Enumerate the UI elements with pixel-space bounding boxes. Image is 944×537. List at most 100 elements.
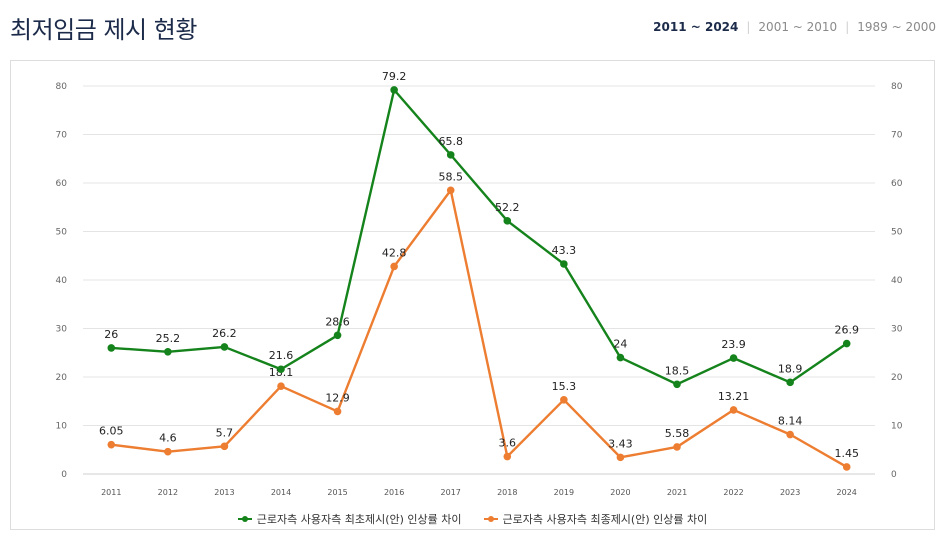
- data-point: [164, 447, 172, 456]
- data-label: 65.8: [438, 135, 463, 148]
- data-label: 3.43: [608, 437, 633, 450]
- tab-separator: |: [746, 20, 751, 34]
- x-tick-label: 2013: [214, 488, 234, 497]
- x-tick-label: 2017: [441, 488, 461, 497]
- data-label: 25.2: [156, 332, 181, 345]
- y-tick-label-right: 50: [891, 228, 903, 238]
- x-tick-label: 2014: [271, 488, 291, 497]
- legend-item-final-gap[interactable]: 근로자측 사용자측 최종제시(안) 인상률 차이: [483, 511, 708, 527]
- data-point: [503, 217, 512, 225]
- y-tick-label-left: 40: [56, 276, 68, 286]
- data-point: [220, 442, 229, 451]
- data-label: 1.45: [834, 447, 859, 460]
- period-tabs: 2011 ~ 2024 | 2001 ~ 2010 | 1989 ~ 2000: [653, 20, 936, 34]
- x-tick-label: 2024: [837, 488, 857, 497]
- tab-2001-2010[interactable]: 2001 ~ 2010: [758, 20, 838, 34]
- data-label: 79.2: [382, 70, 407, 83]
- x-tick-label: 2019: [554, 488, 574, 497]
- series-line-0: [111, 88, 848, 386]
- data-point: [107, 440, 116, 449]
- data-point: [616, 353, 625, 362]
- x-tick-label: 2018: [497, 488, 517, 497]
- page-title: 최저임금 제시 현황: [10, 16, 197, 44]
- data-point: [390, 86, 398, 94]
- data-point: [729, 354, 738, 362]
- data-point: [560, 395, 568, 404]
- data-label: 12.9: [325, 391, 350, 404]
- y-tick-label-left: 60: [56, 179, 68, 189]
- data-point: [842, 339, 851, 348]
- tab-separator: |: [845, 20, 850, 34]
- legend-label-final-gap: 근로자측 사용자측 최종제시(안) 인상률 차이: [502, 513, 708, 526]
- x-tick-label: 2023: [780, 488, 800, 497]
- data-label: 18.5: [665, 364, 690, 377]
- data-point: [503, 452, 512, 461]
- data-label: 26.2: [212, 327, 237, 340]
- data-label: 5.58: [665, 427, 690, 440]
- x-tick-label: 2011: [101, 488, 121, 497]
- data-label: 8.14: [778, 415, 803, 428]
- y-tick-label-right: 20: [891, 373, 903, 383]
- data-point: [164, 347, 172, 356]
- data-point: [560, 260, 568, 268]
- data-point: [729, 406, 738, 414]
- y-tick-label-right: 70: [891, 131, 903, 141]
- data-label: 15.3: [552, 380, 577, 393]
- data-point: [616, 453, 625, 462]
- data-label: 18.9: [778, 362, 803, 375]
- data-label: 21.6: [269, 349, 294, 362]
- chart-legend: 근로자측 사용자측 최초제시(안) 인상률 차이 근로자측 사용자측 최종제시(…: [11, 511, 934, 527]
- series-line-1: [111, 189, 848, 469]
- data-label: 23.9: [721, 338, 746, 351]
- legend-swatch-green: [237, 516, 252, 522]
- y-tick-label-left: 80: [56, 82, 68, 92]
- data-point: [390, 262, 398, 271]
- y-tick-label-right: 40: [891, 276, 903, 286]
- data-label: 58.5: [438, 170, 463, 183]
- x-tick-label: 2016: [384, 488, 404, 497]
- data-point: [446, 186, 455, 195]
- y-tick-label-left: 20: [56, 373, 68, 383]
- y-tick-label-right: 60: [891, 179, 903, 189]
- data-label: 13.21: [718, 390, 750, 403]
- data-point: [277, 365, 285, 374]
- y-tick-label-left: 30: [56, 325, 68, 335]
- y-tick-label-left: 70: [56, 131, 68, 141]
- y-tick-label-left: 10: [56, 422, 68, 432]
- x-tick-label: 2021: [667, 488, 687, 497]
- y-tick-label-right: 0: [891, 470, 897, 480]
- x-tick-label: 2015: [327, 488, 347, 497]
- data-label: 28.6: [325, 315, 350, 328]
- data-label: 26: [104, 328, 118, 341]
- data-label: 4.6: [159, 432, 177, 445]
- data-label: 3.6: [499, 437, 517, 450]
- data-label: 5.7: [216, 426, 234, 439]
- data-point: [277, 382, 285, 391]
- data-point: [446, 151, 455, 159]
- legend-item-initial-gap[interactable]: 근로자측 사용자측 최초제시(안) 인상률 차이: [237, 511, 462, 527]
- x-tick-label: 2022: [723, 488, 743, 497]
- y-tick-label-left: 50: [56, 228, 68, 238]
- legend-label-initial-gap: 근로자측 사용자측 최초제시(안) 인상률 차이: [256, 513, 462, 526]
- data-point: [842, 463, 851, 471]
- data-point: [220, 343, 229, 351]
- x-tick-label: 2020: [610, 488, 630, 497]
- chart-panel: 0 0 10 10 20 20 30 30 40 40 50 50 60 60 70 70 80 80 2011 20…: [10, 60, 935, 530]
- data-label: 26.9: [834, 324, 859, 337]
- x-tick-label: 2012: [158, 488, 178, 497]
- data-point: [673, 443, 681, 451]
- data-label: 42.8: [382, 246, 407, 259]
- data-point: [786, 378, 794, 387]
- y-tick-label-left: 0: [61, 470, 67, 480]
- data-label: 43.3: [552, 244, 577, 257]
- tab-1989-2000[interactable]: 1989 ~ 2000: [857, 20, 936, 34]
- data-point: [107, 344, 116, 352]
- data-label: 52.2: [495, 201, 520, 214]
- tab-2011-2024[interactable]: 2011 ~ 2024: [653, 20, 739, 34]
- data-point: [333, 407, 342, 416]
- data-point: [673, 380, 681, 389]
- y-tick-label-right: 80: [891, 82, 903, 92]
- data-point: [333, 331, 342, 340]
- y-tick-label-right: 10: [891, 422, 903, 432]
